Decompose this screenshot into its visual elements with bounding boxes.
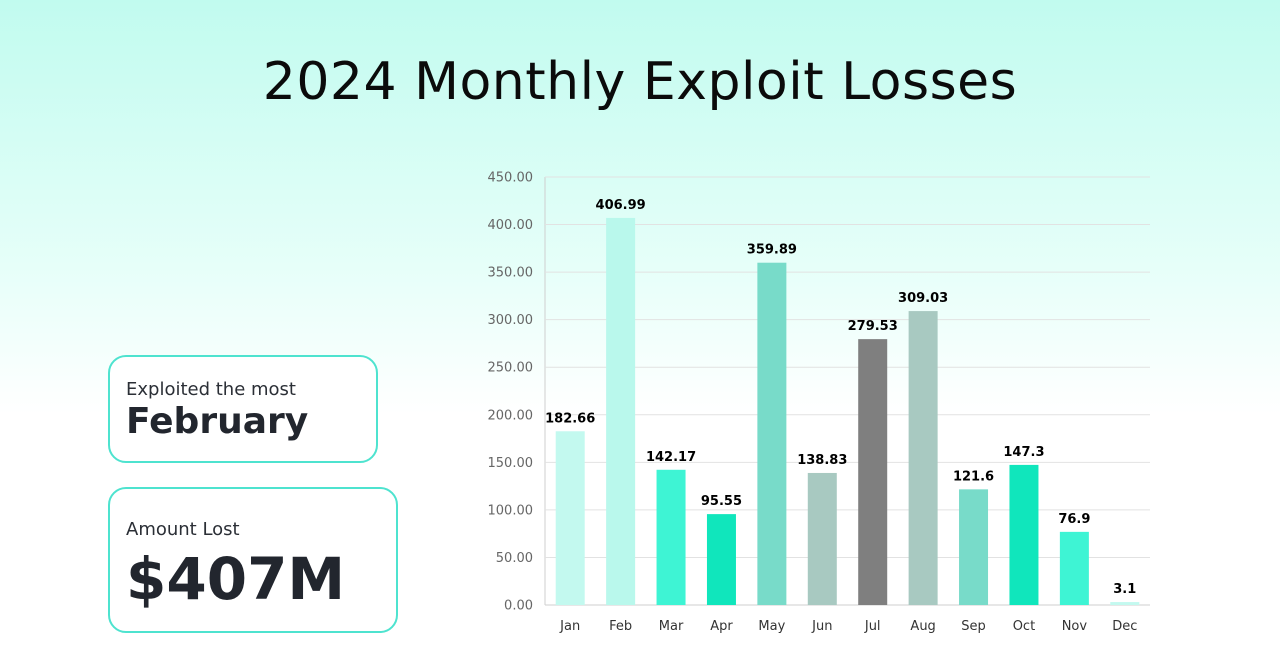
bars	[555, 217, 1140, 605]
data-label-jun: 138.83	[797, 453, 847, 468]
chart-title: 2024 Monthly Exploit Losses	[262, 52, 1018, 112]
bar-aug	[908, 311, 938, 605]
y-tick-label: 250.00	[488, 361, 534, 376]
bar-sep	[959, 489, 989, 605]
bar-feb	[606, 217, 636, 605]
y-tick-label: 100.00	[488, 503, 534, 518]
y-tick-label: 50.00	[496, 551, 533, 566]
y-tick-label: 450.00	[488, 171, 534, 186]
x-tick-label-may: May	[758, 619, 785, 634]
data-label-may: 359.89	[747, 243, 797, 258]
data-label-jul: 279.53	[848, 319, 898, 334]
x-tick-label-jan: Jan	[559, 619, 580, 634]
x-tick-label-jun: Jun	[811, 619, 832, 634]
most-exploited-label: Exploited the most	[126, 379, 296, 400]
x-tick-label-sep: Sep	[961, 619, 986, 634]
bar-chart: 0.00 50.00 100.00 150.00 200.00 250.00 300.00 3…	[488, 171, 1150, 635]
bar-oct	[1009, 464, 1039, 605]
y-tick-label: 0.00	[504, 599, 533, 614]
data-label-feb: 406.99	[596, 198, 646, 213]
data-label-apr: 95.55	[701, 494, 742, 509]
bar-apr	[706, 514, 736, 605]
y-tick-label: 400.00	[488, 218, 534, 233]
x-tick-label-oct: Oct	[1013, 619, 1035, 634]
data-label-mar: 142.17	[646, 450, 696, 465]
most-exploited-month: February	[126, 401, 309, 442]
bar-may	[757, 262, 787, 605]
x-tick-label-feb: Feb	[609, 619, 632, 634]
bar-jul	[858, 339, 888, 605]
data-label-oct: 147.3	[1003, 445, 1044, 460]
bar-jan	[555, 431, 585, 605]
amount-lost-label: Amount Lost	[126, 519, 240, 540]
data-label-nov: 76.9	[1058, 512, 1090, 527]
labels: 0.00 50.00 100.00 150.00 200.00 250.00 300.00 3…	[488, 171, 1138, 635]
bar-mar	[656, 469, 686, 605]
bar-nov	[1059, 531, 1089, 605]
data-label-sep: 121.6	[953, 469, 994, 484]
x-tick-label-aug: Aug	[910, 619, 935, 634]
amount-lost-value: $407M	[126, 545, 346, 613]
y-tick-label: 350.00	[488, 266, 534, 281]
x-tick-label-mar: Mar	[659, 619, 684, 634]
gridlines	[544, 176, 1150, 606]
x-tick-label-dec: Dec	[1112, 619, 1137, 634]
x-tick-label-nov: Nov	[1062, 619, 1088, 634]
x-tick-label-jul: Jul	[864, 619, 881, 634]
y-tick-label: 200.00	[488, 408, 534, 423]
y-tick-label: 150.00	[488, 456, 534, 471]
amount-lost-card: Amount Lost $407M	[108, 487, 398, 633]
data-label-aug: 309.03	[898, 291, 948, 306]
bar-dec	[1110, 602, 1140, 605]
x-tick-label-apr: Apr	[710, 619, 733, 634]
bar-jun	[807, 472, 837, 605]
data-label-dec: 3.1	[1113, 582, 1136, 597]
most-exploited-card: Exploited the most February	[108, 355, 378, 463]
y-tick-label: 300.00	[488, 313, 534, 328]
data-label-jan: 182.66	[545, 411, 595, 426]
